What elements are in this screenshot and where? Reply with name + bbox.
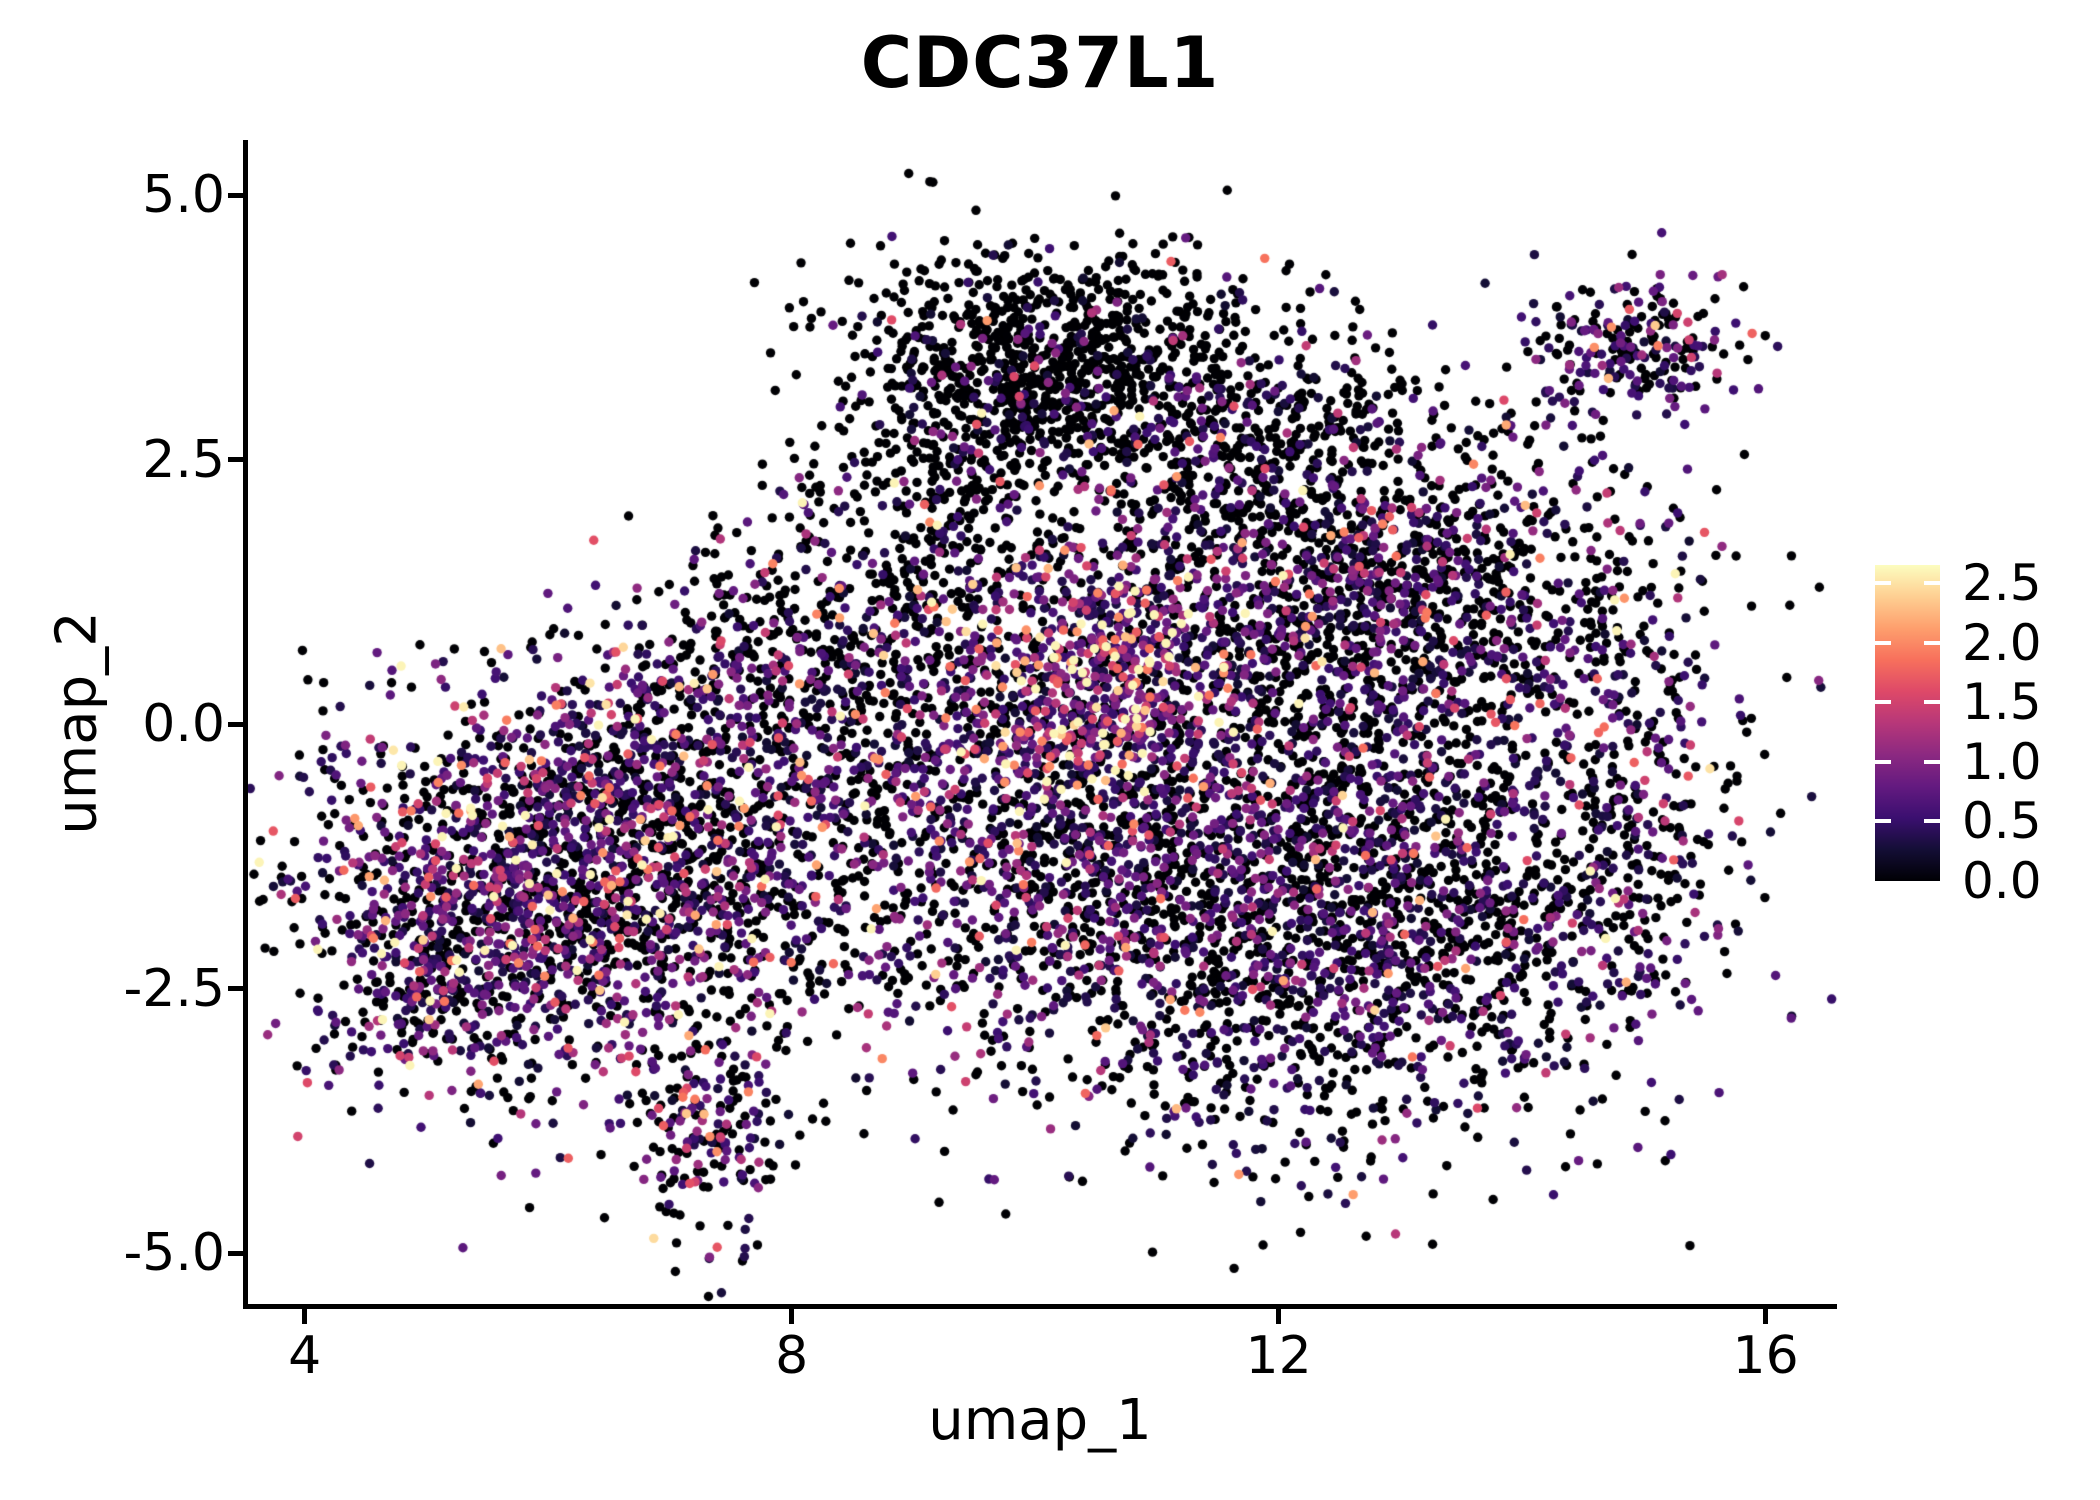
- x-axis-title: umap_1: [928, 1388, 1152, 1453]
- x-tick-label: 12: [1245, 1326, 1312, 1386]
- y-tick-mark: [228, 192, 243, 198]
- colorbar-tick-label: 0.5: [1962, 792, 2042, 851]
- colorbar-tick-mark: [1924, 759, 1940, 764]
- x-tick-mark: [789, 1309, 795, 1324]
- colorbar-tick-label: 2.5: [1962, 553, 2042, 612]
- x-tick-label: 4: [288, 1326, 322, 1386]
- y-tick-mark: [228, 1250, 243, 1256]
- y-axis-line: [243, 140, 248, 1307]
- y-axis-title: umap_2: [44, 611, 110, 835]
- colorbar-tick-mark: [1924, 700, 1940, 705]
- colorbar-tick-label: 1.5: [1962, 673, 2042, 732]
- colorbar-tick-mark: [1875, 580, 1891, 585]
- x-tick-mark: [1276, 1309, 1282, 1324]
- y-tick-label: 2.5: [142, 429, 225, 490]
- y-tick-label: -2.5: [123, 958, 225, 1019]
- colorbar-tick-label: 0.0: [1962, 852, 2042, 910]
- x-axis-line: [243, 1304, 1837, 1309]
- colorbar-tick-mark: [1924, 640, 1940, 645]
- x-tick-mark: [302, 1309, 308, 1324]
- colorbar-gradient: [1875, 565, 1940, 881]
- y-tick-mark: [228, 457, 243, 463]
- colorbar-tick-mark: [1875, 640, 1891, 645]
- x-tick-label: 8: [775, 1326, 809, 1386]
- colorbar-tick-label: 2.0: [1962, 613, 2042, 672]
- plot-title: CDC37L1: [860, 22, 1220, 104]
- x-tick-mark: [1763, 1309, 1769, 1324]
- y-tick-label: 0.0: [142, 694, 225, 755]
- colorbar-tick-mark: [1924, 819, 1940, 824]
- y-tick-label: -5.0: [123, 1223, 225, 1284]
- y-tick-mark: [228, 986, 243, 992]
- colorbar-tick-mark: [1875, 700, 1891, 705]
- colorbar-tick-mark: [1875, 819, 1891, 824]
- x-tick-label: 16: [1732, 1326, 1799, 1386]
- y-tick-label: 5.0: [142, 165, 225, 226]
- y-tick-mark: [228, 721, 243, 727]
- colorbar-tick-label: 1.0: [1962, 732, 2042, 791]
- colorbar-tick-mark: [1924, 580, 1940, 585]
- colorbar-tick-mark: [1875, 759, 1891, 764]
